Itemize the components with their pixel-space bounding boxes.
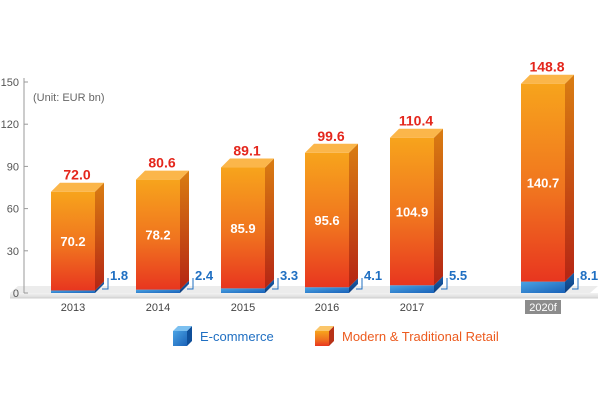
- legend-swatch-ecommerce: [173, 326, 192, 346]
- y-tick-label: 120: [1, 119, 19, 131]
- ecommerce-value-label-2017: 5.5: [449, 268, 467, 283]
- y-tick-label: 150: [1, 77, 19, 89]
- bar-retail-2020f: [521, 83, 565, 282]
- legend-swatch-retail: [315, 326, 334, 346]
- total-label-2016: 99.6: [317, 128, 344, 144]
- bar-ecommerce-side-2013: [95, 281, 104, 293]
- category-label-2013: 2013: [61, 302, 85, 314]
- ecommerce-leader-2013: [102, 278, 109, 290]
- ecommerce-leader-2017: [441, 278, 448, 290]
- category-label-2020f: 2020f: [529, 302, 557, 314]
- bar-ecommerce-2017: [390, 285, 434, 293]
- bar-retail-side-2020f: [565, 74, 574, 282]
- ecommerce-leader-2014: [187, 278, 194, 290]
- category-label-2015: 2015: [231, 302, 255, 314]
- category-label-2017: 2017: [400, 302, 424, 314]
- bar-retail-side-2017: [434, 128, 443, 286]
- bar-top-2015: [221, 158, 274, 168]
- category-label-2014: 2014: [146, 302, 170, 314]
- total-label-2014: 80.6: [148, 155, 175, 171]
- bar-retail-2014: [136, 179, 180, 290]
- legend-label-ecommerce: E-commerce: [200, 328, 274, 344]
- ecommerce-value-label-2016: 4.1: [364, 268, 382, 283]
- bar-retail-side-2015: [265, 158, 274, 289]
- bar-top-2013: [51, 182, 104, 192]
- retail-value-label-2015: 85.9: [230, 221, 255, 236]
- bar-ecommerce-2020f: [521, 281, 565, 293]
- retail-value-label-2013: 70.2: [60, 234, 85, 249]
- bar-retail-side-2013: [95, 182, 104, 291]
- bar-ecommerce-side-2020f: [565, 272, 574, 293]
- y-tick-label: 0: [13, 288, 19, 300]
- unit-note: (Unit: EUR bn): [33, 92, 105, 104]
- retail-value-label-2020f: 140.7: [527, 176, 560, 191]
- legend-label-retail: Modern & Traditional Retail: [342, 328, 499, 344]
- bar-retail-2015: [221, 167, 265, 289]
- total-label-2017: 110.4: [399, 113, 433, 129]
- bar-top-2020f: [521, 74, 574, 84]
- legend-item-ecommerce: E-commerce: [172, 322, 274, 350]
- ecommerce-value-label-2015: 3.3: [280, 268, 298, 283]
- bar-ecommerce-2014: [136, 289, 180, 293]
- ecommerce-value-label-2014: 2.4: [195, 268, 214, 283]
- bar-ecommerce-2013: [51, 290, 95, 293]
- bar-ecommerce-side-2016: [349, 278, 358, 293]
- ecommerce-leader-2016: [356, 278, 363, 290]
- bar-top-2014: [136, 170, 189, 180]
- legend-item-retail: Modern & Traditional Retail: [314, 322, 499, 350]
- y-tick-label: 60: [7, 204, 19, 216]
- retail-value-label-2014: 78.2: [145, 228, 170, 243]
- ecommerce-leader-2015: [272, 278, 279, 290]
- ecommerce-leader-2020f: [572, 278, 579, 290]
- total-label-2020f: 148.8: [529, 59, 564, 75]
- bar-ecommerce-side-2014: [180, 280, 189, 293]
- y-tick-label: 90: [7, 161, 19, 173]
- bar-retail-2016: [305, 152, 349, 288]
- bar-ecommerce-side-2015: [265, 279, 274, 293]
- total-label-2013: 72.0: [63, 167, 90, 183]
- bar-top-2017: [390, 128, 443, 138]
- bar-retail-2017: [390, 137, 434, 286]
- bar-retail-side-2016: [349, 143, 358, 288]
- bar-top-2016: [305, 143, 358, 153]
- bar-ecommerce-2015: [221, 288, 265, 293]
- retail-value-label-2016: 95.6: [314, 213, 339, 228]
- y-tick-label: 30: [7, 246, 19, 258]
- ecommerce-value-label-2020f: 8.1: [580, 268, 598, 283]
- bar-retail-side-2014: [180, 170, 189, 290]
- floor-edge: [10, 293, 598, 298]
- ecommerce-value-label-2013: 1.8: [110, 268, 128, 283]
- category-label-2016: 2016: [315, 302, 339, 314]
- legend: E-commerce Modern & Traditional Retail: [0, 322, 600, 352]
- bar-ecommerce-2016: [305, 287, 349, 293]
- category-highlight-2020f: [525, 300, 561, 314]
- total-label-2015: 89.1: [233, 143, 260, 159]
- retail-value-label-2017: 104.9: [396, 204, 429, 219]
- bar-retail-2013: [51, 191, 95, 291]
- bar-ecommerce-side-2017: [434, 276, 443, 293]
